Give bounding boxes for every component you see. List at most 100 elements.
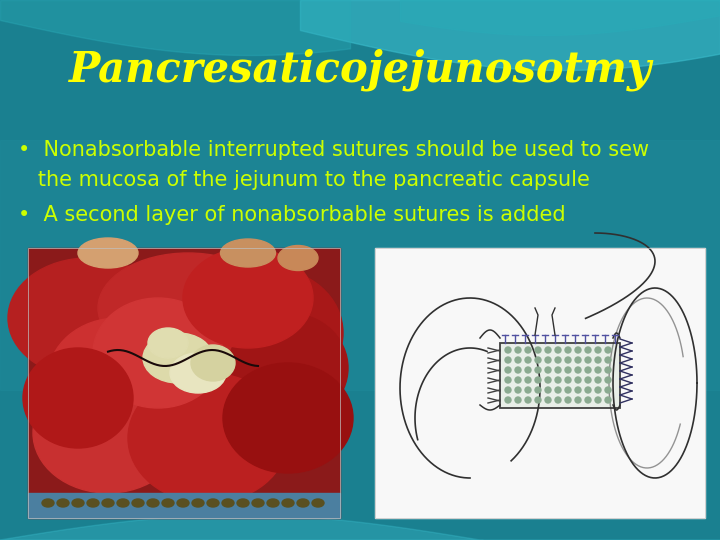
Circle shape bbox=[505, 377, 511, 383]
Circle shape bbox=[555, 367, 561, 373]
Ellipse shape bbox=[223, 363, 353, 473]
Circle shape bbox=[535, 367, 541, 373]
Ellipse shape bbox=[72, 499, 84, 507]
Circle shape bbox=[595, 357, 601, 363]
Text: •  A second layer of nonabsorbable sutures is added: • A second layer of nonabsorbable suture… bbox=[18, 205, 566, 225]
Circle shape bbox=[575, 397, 581, 403]
Circle shape bbox=[565, 387, 571, 393]
Circle shape bbox=[595, 367, 601, 373]
Ellipse shape bbox=[191, 345, 235, 381]
Circle shape bbox=[555, 387, 561, 393]
Circle shape bbox=[515, 397, 521, 403]
Circle shape bbox=[575, 347, 581, 353]
Circle shape bbox=[585, 367, 591, 373]
Circle shape bbox=[575, 357, 581, 363]
Ellipse shape bbox=[78, 238, 138, 268]
Ellipse shape bbox=[8, 258, 168, 378]
Circle shape bbox=[545, 397, 551, 403]
Ellipse shape bbox=[42, 499, 54, 507]
Ellipse shape bbox=[117, 499, 129, 507]
Circle shape bbox=[505, 397, 511, 403]
Circle shape bbox=[605, 347, 611, 353]
Bar bbox=[28, 248, 340, 518]
Circle shape bbox=[535, 357, 541, 363]
Circle shape bbox=[575, 387, 581, 393]
Circle shape bbox=[555, 357, 561, 363]
Circle shape bbox=[555, 377, 561, 383]
Circle shape bbox=[505, 347, 511, 353]
Circle shape bbox=[505, 357, 511, 363]
Ellipse shape bbox=[128, 373, 288, 503]
Bar bbox=[500, 343, 620, 408]
Circle shape bbox=[565, 397, 571, 403]
Ellipse shape bbox=[267, 499, 279, 507]
Circle shape bbox=[515, 347, 521, 353]
Ellipse shape bbox=[192, 499, 204, 507]
Circle shape bbox=[515, 377, 521, 383]
Circle shape bbox=[605, 397, 611, 403]
Circle shape bbox=[595, 377, 601, 383]
Circle shape bbox=[555, 347, 561, 353]
Text: the mucosa of the jejunum to the pancreatic capsule: the mucosa of the jejunum to the pancrea… bbox=[18, 170, 590, 190]
Circle shape bbox=[585, 377, 591, 383]
Ellipse shape bbox=[93, 298, 223, 408]
Circle shape bbox=[565, 377, 571, 383]
Circle shape bbox=[555, 397, 561, 403]
Circle shape bbox=[605, 387, 611, 393]
Ellipse shape bbox=[23, 348, 133, 448]
Circle shape bbox=[605, 367, 611, 373]
Bar bbox=[0, 140, 720, 390]
Circle shape bbox=[605, 377, 611, 383]
Circle shape bbox=[505, 367, 511, 373]
Circle shape bbox=[545, 377, 551, 383]
Circle shape bbox=[585, 347, 591, 353]
Circle shape bbox=[575, 377, 581, 383]
Ellipse shape bbox=[193, 268, 343, 398]
Bar bbox=[375, 248, 705, 518]
Ellipse shape bbox=[252, 499, 264, 507]
Ellipse shape bbox=[147, 499, 159, 507]
Ellipse shape bbox=[170, 353, 226, 393]
Circle shape bbox=[535, 397, 541, 403]
Circle shape bbox=[545, 357, 551, 363]
Circle shape bbox=[525, 367, 531, 373]
Circle shape bbox=[605, 357, 611, 363]
Ellipse shape bbox=[48, 318, 188, 438]
Circle shape bbox=[515, 387, 521, 393]
Circle shape bbox=[535, 347, 541, 353]
Circle shape bbox=[545, 387, 551, 393]
Circle shape bbox=[565, 357, 571, 363]
Circle shape bbox=[595, 397, 601, 403]
Bar bbox=[375, 248, 705, 518]
Text: Pancresaticojejunosotmy: Pancresaticojejunosotmy bbox=[68, 49, 652, 91]
Ellipse shape bbox=[222, 499, 234, 507]
Circle shape bbox=[535, 377, 541, 383]
Ellipse shape bbox=[162, 499, 174, 507]
Ellipse shape bbox=[102, 499, 114, 507]
Circle shape bbox=[515, 357, 521, 363]
Ellipse shape bbox=[177, 499, 189, 507]
Circle shape bbox=[525, 347, 531, 353]
Circle shape bbox=[585, 387, 591, 393]
Circle shape bbox=[565, 367, 571, 373]
Ellipse shape bbox=[183, 248, 313, 348]
Ellipse shape bbox=[132, 499, 144, 507]
Circle shape bbox=[525, 397, 531, 403]
Ellipse shape bbox=[207, 499, 219, 507]
Ellipse shape bbox=[98, 253, 278, 363]
Ellipse shape bbox=[33, 373, 183, 493]
Circle shape bbox=[525, 357, 531, 363]
Ellipse shape bbox=[278, 246, 318, 271]
Circle shape bbox=[565, 347, 571, 353]
Circle shape bbox=[595, 387, 601, 393]
Circle shape bbox=[585, 357, 591, 363]
Ellipse shape bbox=[228, 313, 348, 423]
Bar bbox=[28, 493, 340, 518]
Ellipse shape bbox=[297, 499, 309, 507]
Text: •  Nonabsorbable interrupted sutures should be used to sew: • Nonabsorbable interrupted sutures shou… bbox=[18, 140, 649, 160]
Circle shape bbox=[505, 387, 511, 393]
Ellipse shape bbox=[133, 313, 303, 453]
Ellipse shape bbox=[282, 499, 294, 507]
Ellipse shape bbox=[87, 499, 99, 507]
Circle shape bbox=[535, 387, 541, 393]
